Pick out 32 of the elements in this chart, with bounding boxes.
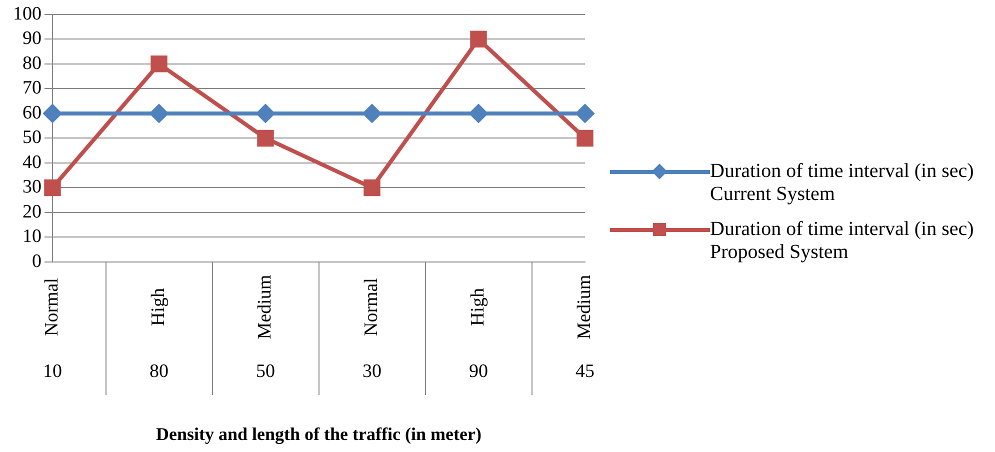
- point: [363, 104, 381, 122]
- point: [576, 130, 594, 147]
- x-tick-label: Medium 45: [574, 274, 595, 382]
- y-tick-label: 70: [22, 78, 42, 99]
- category-label: Normal 10: [41, 278, 62, 382]
- x-tick-label: Medium 50: [254, 274, 276, 382]
- point: [150, 56, 168, 72]
- y-tick-label: 30: [22, 176, 42, 198]
- point: [470, 30, 487, 48]
- y-tick-label: 10: [22, 226, 42, 248]
- x-axis-title: Density and length of the traffic (in meter): [156, 424, 482, 444]
- category-label: Normal 30: [360, 278, 382, 382]
- y-tick-label: 90: [22, 28, 42, 50]
- category-label: High 90: [467, 288, 488, 382]
- point: [470, 104, 488, 122]
- y-tick-label: 60: [22, 102, 42, 124]
- y-tick-label: 0: [32, 250, 42, 272]
- point: [256, 104, 274, 122]
- point: [364, 179, 380, 196]
- legend-label: Duration of time interval (in sec) Current System: [710, 160, 975, 206]
- y-tick-label: 50: [22, 127, 42, 148]
- legend-label: Duration of time interval (in sec) Proposed System: [710, 218, 975, 264]
- point: [44, 179, 61, 196]
- point: [150, 104, 168, 122]
- y-tick-label: 80: [22, 52, 42, 74]
- y-tick-label: 40: [22, 152, 42, 173]
- category-label: High 80: [148, 288, 169, 382]
- y-tick-label: 100: [13, 3, 42, 24]
- point: [576, 104, 594, 122]
- point: [44, 104, 62, 122]
- y-tick-label: 20: [22, 201, 42, 222]
- point: [257, 130, 274, 147]
